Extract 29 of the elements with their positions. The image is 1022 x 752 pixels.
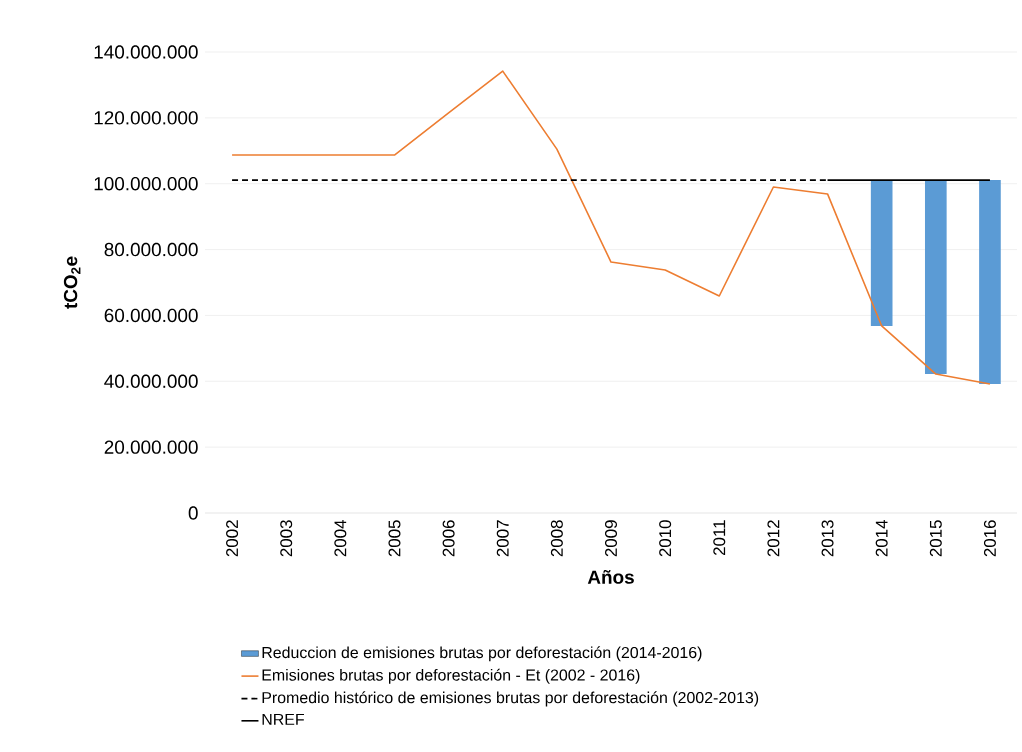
- x-tick-label: 2003: [280, 520, 293, 557]
- x-tick-label: 2008: [550, 520, 563, 557]
- y-tick-label: 100.000.000: [94, 177, 198, 191]
- y-axis-title: tCO$_{2}$e: [63, 256, 81, 309]
- y-tick-label: 0: [188, 506, 198, 520]
- y-tick-label: 120.000.000: [94, 111, 198, 125]
- legend-label: Reduccion de emisiones brutas por deforestación (2014-2016): [262, 646, 702, 662]
- x-tick-label: 2013: [821, 520, 834, 557]
- y-tick-label: 20.000.000: [104, 440, 198, 454]
- x-tick-label: 2011: [713, 520, 726, 556]
- x-tick-label: 2007: [496, 520, 509, 557]
- x-axis-title: Años: [587, 570, 634, 584]
- x-tick-label: 2004: [334, 520, 347, 557]
- x-tick-label: 2002: [226, 520, 239, 557]
- y-tick-label: 80.000.000: [104, 242, 198, 257]
- y-tick-label: 40.000.000: [104, 374, 198, 388]
- x-tick-label: 2015: [929, 520, 942, 557]
- y-tick-label: 60.000.000: [104, 308, 198, 323]
- legend-label: Promedio histórico de emisiones brutas por deforestación (2002-2013): [262, 691, 759, 707]
- x-tick-label: 2012: [767, 520, 780, 557]
- legend-label: Emisiones brutas por deforestación - Et (2002 - 2016): [262, 668, 640, 684]
- legend-label: NREF: [262, 713, 304, 725]
- x-tick-label: 2006: [442, 520, 455, 557]
- x-tick-label: 2014: [875, 520, 888, 557]
- x-tick-label: 2016: [983, 520, 996, 557]
- x-tick-label: 2009: [605, 520, 618, 557]
- y-tick-label: 140.000.000: [94, 45, 198, 59]
- x-tick-label: 2005: [388, 520, 401, 557]
- x-tick-label: 2010: [659, 520, 672, 557]
